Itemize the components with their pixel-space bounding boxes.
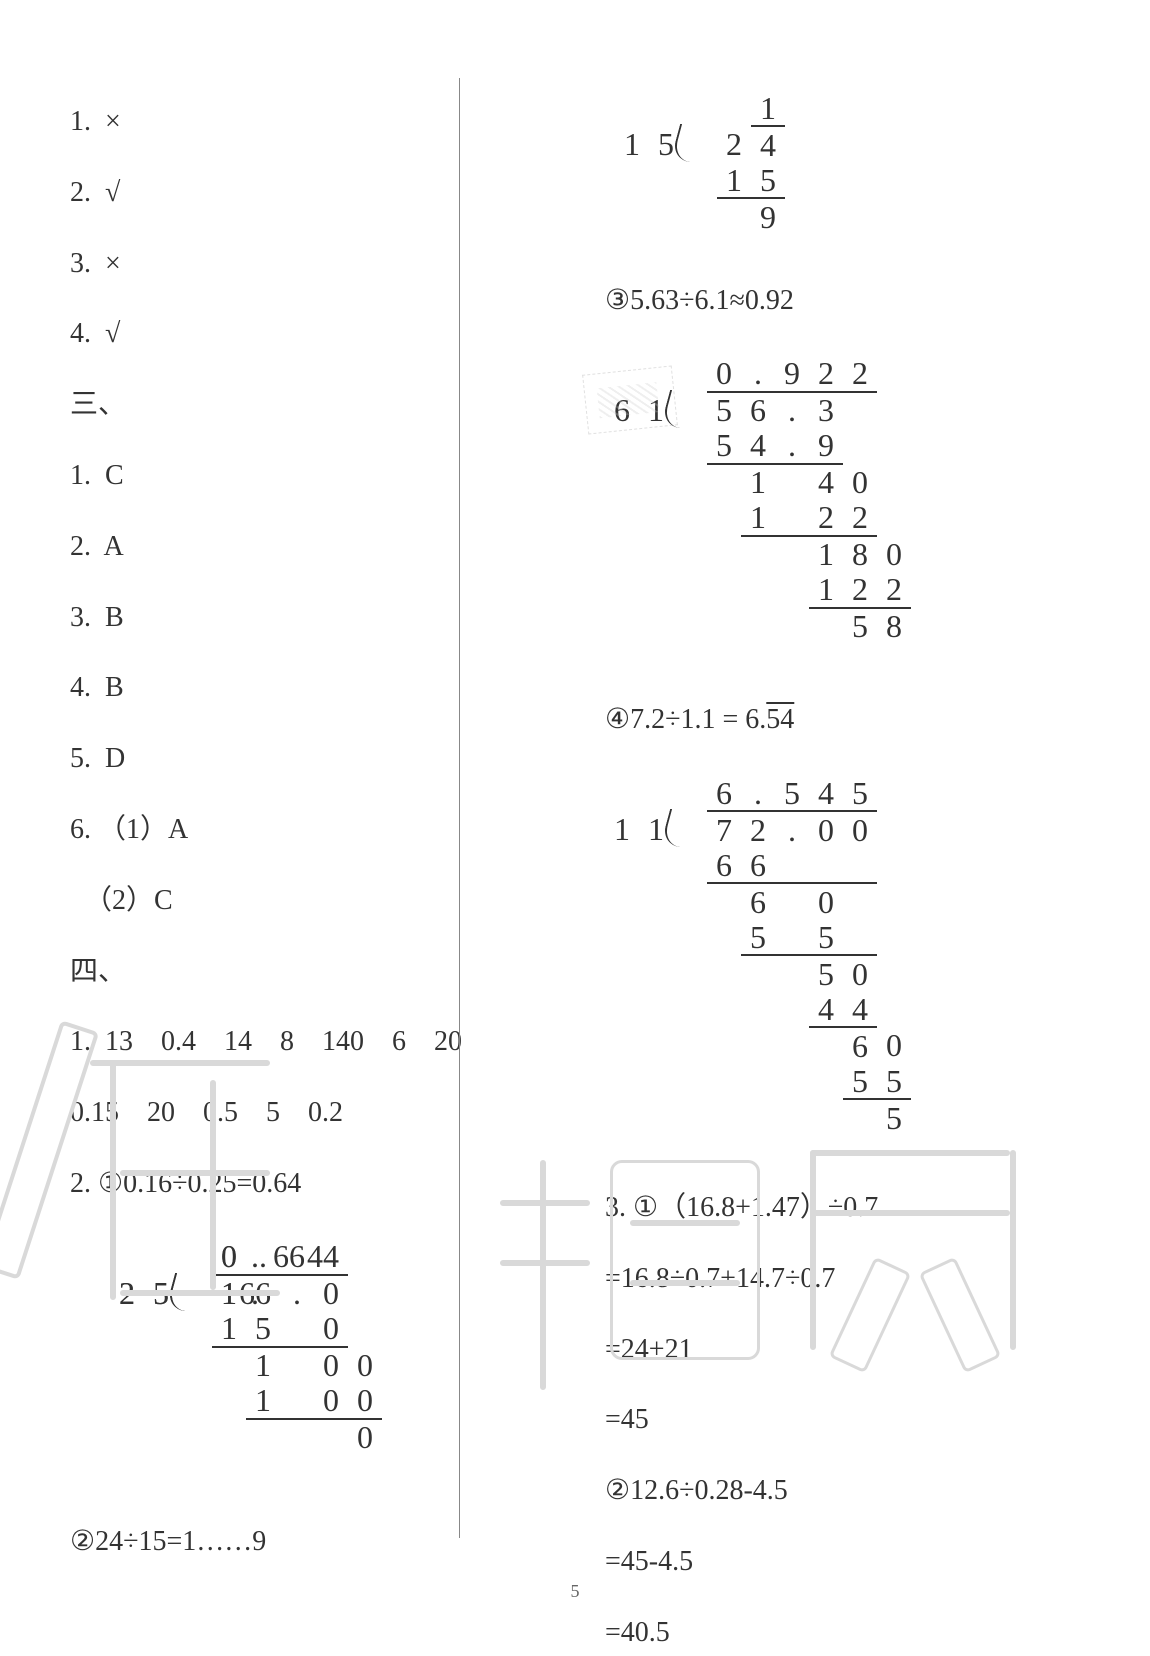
q3-p2-line2: =40.5 xyxy=(605,1611,1090,1656)
ans: √ xyxy=(105,177,120,208)
s3-6-2: （2）C xyxy=(70,879,555,924)
s3-6-1: 6. （1）A xyxy=(70,808,555,853)
left-column: 1. × 2. √ 3. × 4. √ 三、 1. C 2. A 3. B 4.… xyxy=(60,100,575,1586)
num: 4. xyxy=(70,318,91,349)
judge-4: 4. √ xyxy=(70,312,555,357)
q3-p2-line0: ②12.6÷0.28-4.5 xyxy=(605,1469,1090,1514)
long-division-4: 6 . 5 4 5 1 1 7 2 . 0 0 xyxy=(605,775,911,1135)
s3-5: 5. D xyxy=(70,737,555,782)
judge-3: 3. × xyxy=(70,242,555,287)
section-4-title: 四、 xyxy=(70,950,555,995)
p4-expr: ④7.2÷1.1 = 6.54 xyxy=(605,698,1090,743)
long-division-1: 0 . 6 4 2 5 1 . 6 xyxy=(110,1239,382,1455)
center-divider xyxy=(459,78,460,1538)
p3-expr: ③5.63÷6.1≈0.92 xyxy=(605,279,1090,324)
q3-p1-line3: =45 xyxy=(605,1398,1090,1443)
s3-1: 1. C xyxy=(70,454,555,499)
s4-q1-row2: 0.15 20 0.5 5 0.2 xyxy=(70,1091,555,1136)
q3-p1-line0: 3. ①（16.8+1.47）÷0.7 xyxy=(605,1186,1090,1231)
ans: × xyxy=(105,106,121,137)
judge-2: 2. √ xyxy=(70,171,555,216)
s3-2: 2. A xyxy=(70,525,555,570)
page-number: 5 xyxy=(0,1581,1150,1602)
judge-1: 1. × xyxy=(70,100,555,145)
q3-p1-line2: =24+21 xyxy=(605,1328,1090,1373)
watermark-stamp xyxy=(582,365,678,434)
right-column: 1 1 5 2 4 1 5 9 ③ xyxy=(575,100,1090,1586)
s3-3: 3. B xyxy=(70,596,555,641)
ans: × xyxy=(105,248,121,279)
s4-q2-p1-expr: 2. ①0.16÷0.25=0.64 xyxy=(70,1162,555,1207)
num: 3. xyxy=(70,248,91,279)
num: 1. xyxy=(70,106,91,137)
q3-p2-line1: =45-4.5 xyxy=(605,1540,1090,1585)
s3-4: 4. B xyxy=(70,666,555,711)
num: 2. xyxy=(70,177,91,208)
section-3-title: 三、 xyxy=(70,383,555,428)
long-division-2: 1 1 5 2 4 1 5 9 xyxy=(615,90,785,234)
s4-q2-p2-expr: ②24÷15=1……9 xyxy=(70,1520,555,1565)
ans: √ xyxy=(105,318,120,349)
q3-p1-line1: =16.8÷0.7+14.7÷0.7 xyxy=(605,1257,1090,1302)
s4-q1-row1: 1. 13 0.4 14 8 140 6 20 xyxy=(70,1020,555,1065)
